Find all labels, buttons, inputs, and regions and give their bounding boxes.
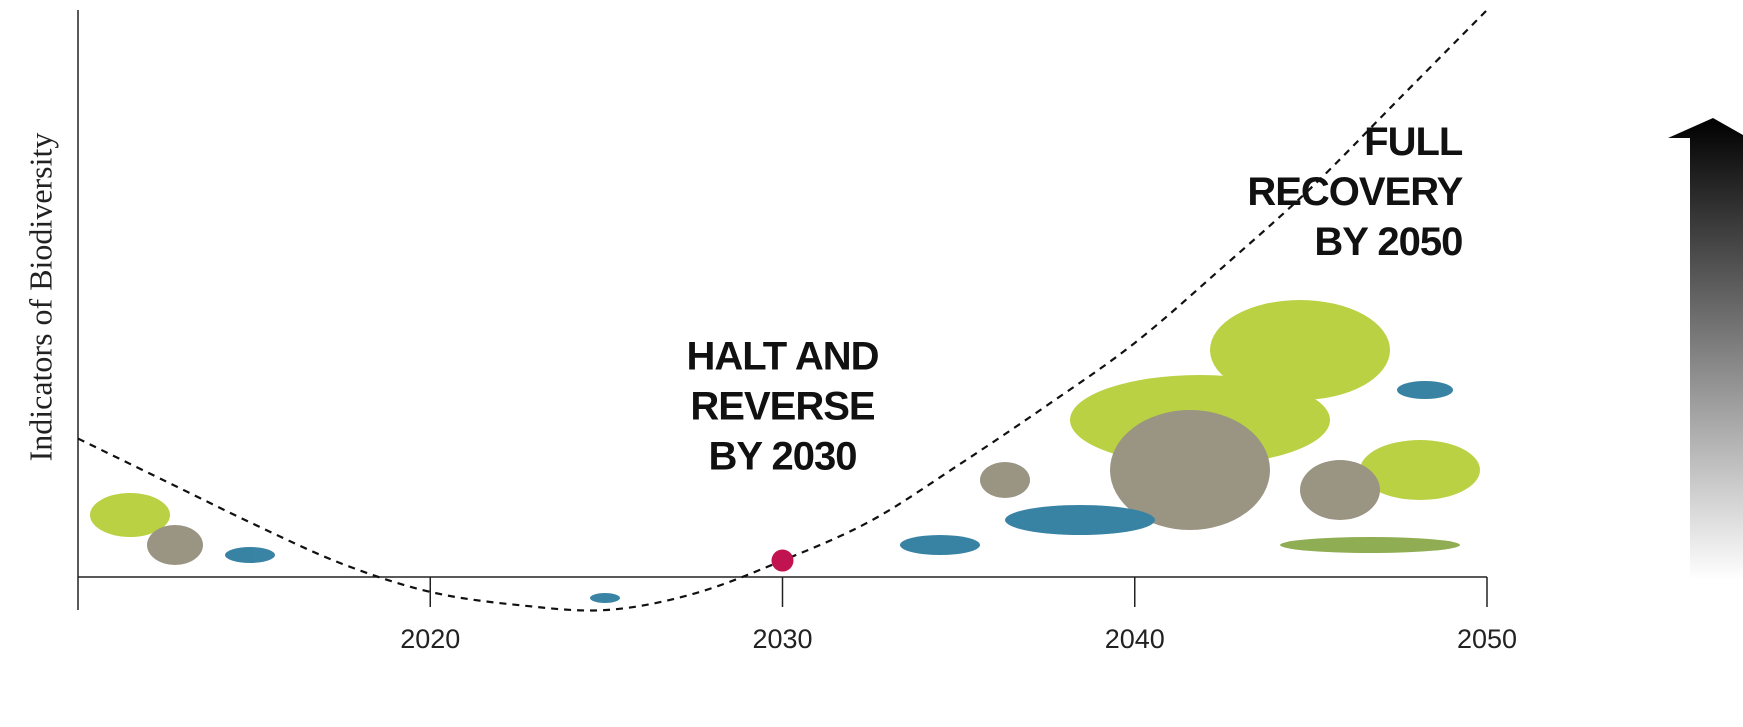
annotation: RECOVERY bbox=[1247, 170, 1463, 214]
x-tick-label: 2050 bbox=[1457, 624, 1517, 654]
x-tick-label: 2020 bbox=[400, 624, 460, 654]
curve bbox=[77, 9, 1488, 612]
annotation: HALT AND bbox=[687, 334, 879, 378]
milestone-dot bbox=[771, 549, 794, 572]
x-tick-label: 2040 bbox=[1105, 624, 1165, 654]
y-axis-label: Indicators of Biodiversity bbox=[22, 133, 58, 462]
annotation: REVERSE bbox=[690, 384, 874, 428]
gradient-arrow bbox=[1668, 118, 1743, 580]
wildlife-illustration bbox=[90, 300, 1480, 603]
annotation: BY 2050 bbox=[1314, 220, 1462, 264]
x-tick-label: 2030 bbox=[752, 624, 812, 654]
annotation: FULL bbox=[1364, 120, 1463, 164]
annotation: BY 2030 bbox=[709, 434, 857, 478]
